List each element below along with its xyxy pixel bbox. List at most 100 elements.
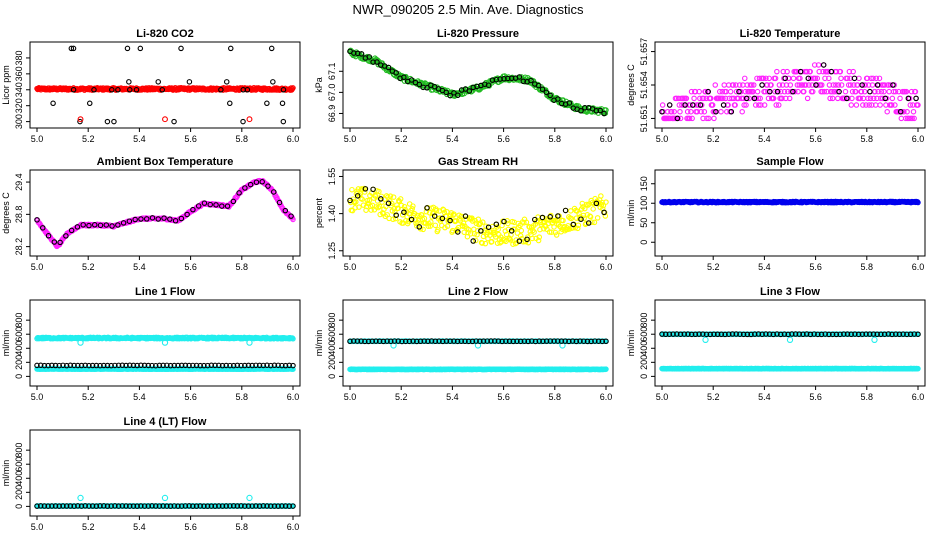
data-point bbox=[746, 95, 753, 102]
y-tick-label: 67.0 bbox=[327, 84, 337, 102]
data-point bbox=[347, 197, 353, 204]
y-tick-label: 400 bbox=[327, 341, 337, 356]
x-tick-label: 6.0 bbox=[600, 134, 613, 144]
data-point bbox=[91, 87, 97, 93]
data-point bbox=[698, 108, 704, 115]
data-point bbox=[853, 102, 860, 108]
data-point bbox=[104, 118, 111, 125]
data-point bbox=[827, 95, 833, 102]
data-point bbox=[774, 68, 780, 75]
x-tick-label: 5.2 bbox=[395, 262, 408, 272]
data-point bbox=[849, 88, 856, 95]
data-point bbox=[374, 59, 380, 65]
data-point bbox=[790, 88, 796, 95]
data-point bbox=[365, 338, 372, 345]
y-tick-label: 340 bbox=[14, 82, 24, 97]
data-point bbox=[790, 75, 797, 82]
data-point bbox=[521, 338, 528, 344]
y-axis-label: ml/min bbox=[1, 330, 11, 357]
data-point bbox=[219, 362, 226, 369]
data-point bbox=[872, 88, 878, 95]
data-point bbox=[279, 100, 286, 107]
data-point bbox=[722, 95, 729, 102]
data-point bbox=[242, 185, 248, 191]
y-tick-label: 28.2 bbox=[14, 238, 24, 256]
series-overlay bbox=[34, 362, 296, 369]
data-point bbox=[853, 88, 859, 95]
series-overlay bbox=[659, 62, 919, 122]
data-point bbox=[141, 362, 148, 369]
data-point bbox=[171, 118, 177, 125]
data-point bbox=[518, 227, 525, 234]
data-point bbox=[576, 210, 582, 217]
data-point bbox=[388, 200, 395, 207]
data-point bbox=[484, 338, 491, 344]
data-point bbox=[474, 228, 481, 234]
data-point bbox=[517, 232, 524, 239]
data-point bbox=[164, 362, 170, 369]
y-tick-label: 1.55 bbox=[327, 168, 337, 186]
data-point bbox=[859, 82, 865, 88]
data-point bbox=[242, 362, 248, 369]
data-point bbox=[109, 87, 115, 93]
data-point bbox=[363, 207, 369, 213]
data-point bbox=[489, 238, 495, 245]
data-point bbox=[161, 339, 169, 346]
data-point bbox=[712, 82, 719, 88]
x-tick-label: 5.2 bbox=[707, 134, 720, 144]
data-point bbox=[465, 338, 472, 345]
data-point bbox=[779, 82, 786, 88]
data-point bbox=[477, 220, 483, 226]
data-point bbox=[691, 95, 697, 102]
data-point bbox=[395, 338, 401, 344]
data-points bbox=[347, 338, 609, 373]
data-point bbox=[570, 221, 577, 228]
data-point bbox=[892, 88, 899, 95]
data-point bbox=[123, 362, 129, 369]
data-point bbox=[863, 102, 869, 108]
y-tick-label: 380 bbox=[14, 50, 24, 65]
panel-title: Line 1 Flow bbox=[135, 286, 195, 298]
data-point bbox=[271, 189, 277, 195]
data-point bbox=[401, 74, 407, 81]
data-point bbox=[562, 207, 569, 214]
y-tick-label: 400 bbox=[639, 341, 649, 356]
data-point bbox=[385, 200, 392, 207]
data-point bbox=[886, 88, 892, 95]
data-point bbox=[705, 88, 711, 95]
data-point bbox=[752, 102, 759, 108]
data-point bbox=[380, 338, 387, 345]
data-point bbox=[805, 75, 812, 82]
data-point bbox=[825, 68, 831, 75]
data-point bbox=[910, 108, 917, 115]
data-point bbox=[874, 95, 880, 102]
plot-frame bbox=[342, 169, 614, 257]
data-point bbox=[249, 362, 255, 369]
data-point bbox=[743, 95, 750, 102]
plot-frame bbox=[29, 41, 301, 129]
data-point bbox=[127, 362, 133, 369]
data-point bbox=[385, 64, 392, 71]
data-points bbox=[34, 334, 296, 372]
data-point bbox=[271, 362, 278, 369]
plot-frame bbox=[29, 299, 301, 387]
data-point bbox=[844, 75, 851, 82]
data-point bbox=[455, 229, 461, 235]
data-point bbox=[575, 225, 581, 232]
x-tick-label: 5.8 bbox=[549, 134, 562, 144]
data-point bbox=[428, 219, 434, 225]
y-tick-label: 0 bbox=[14, 374, 24, 379]
data-point bbox=[583, 220, 589, 227]
x-tick-label: 5.8 bbox=[549, 262, 562, 272]
data-point bbox=[666, 102, 673, 108]
data-point bbox=[546, 229, 553, 235]
x-tick-label: 5.2 bbox=[707, 392, 720, 402]
data-point bbox=[414, 338, 420, 345]
y-tick-label: 28.8 bbox=[14, 206, 24, 224]
data-point bbox=[253, 362, 259, 369]
data-point bbox=[70, 45, 77, 52]
data-point bbox=[213, 202, 219, 208]
data-point bbox=[260, 362, 267, 369]
